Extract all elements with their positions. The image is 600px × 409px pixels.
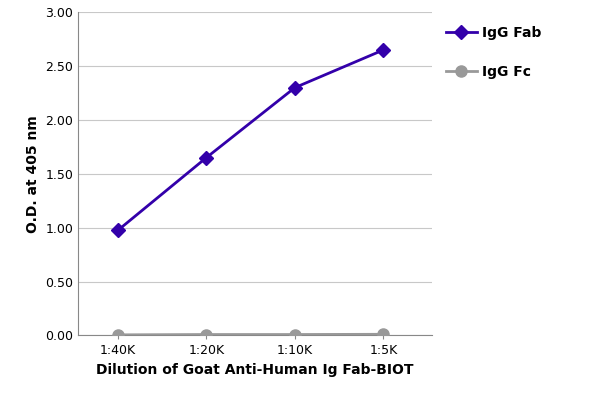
IgG Fc	[291, 332, 298, 337]
IgG Fab	[291, 85, 298, 90]
Y-axis label: O.D. at 405 nm: O.D. at 405 nm	[26, 115, 40, 233]
IgG Fab	[114, 228, 121, 233]
IgG Fc	[203, 332, 210, 337]
IgG Fc	[114, 333, 121, 337]
Legend: IgG Fab, IgG Fc: IgG Fab, IgG Fc	[446, 26, 542, 79]
IgG Fab	[203, 155, 210, 160]
X-axis label: Dilution of Goat Anti-Human Ig Fab-BIOT: Dilution of Goat Anti-Human Ig Fab-BIOT	[96, 363, 414, 377]
IgG Fc	[380, 332, 387, 337]
Line: IgG Fc: IgG Fc	[112, 329, 389, 340]
Line: IgG Fab: IgG Fab	[113, 45, 388, 235]
IgG Fab	[380, 47, 387, 52]
